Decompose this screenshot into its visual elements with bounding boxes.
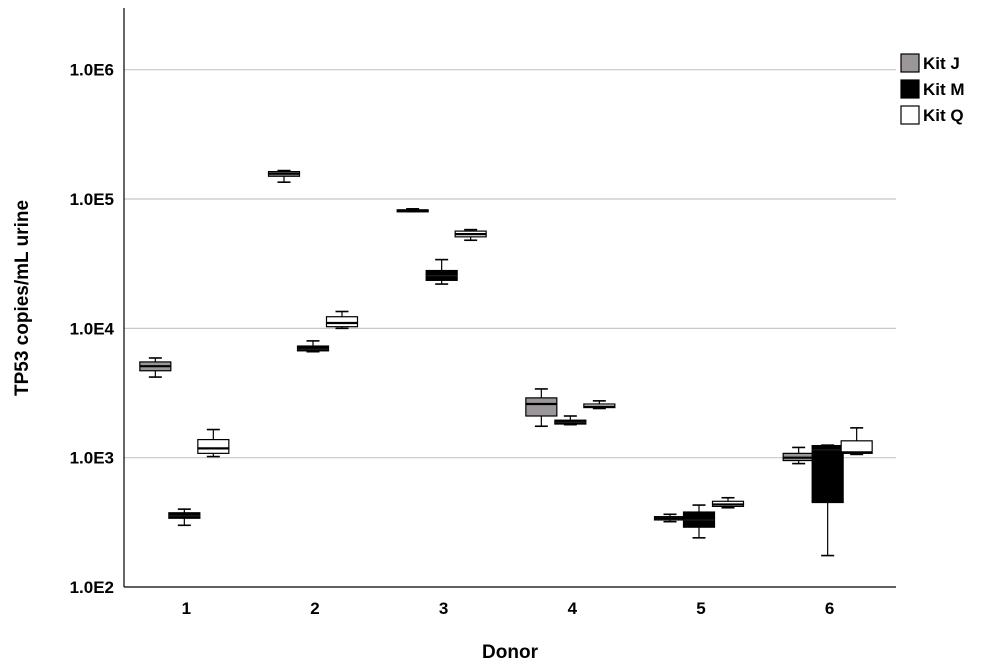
box-series xyxy=(139,169,873,557)
box-kit-j-donor-3 xyxy=(396,208,429,213)
box-kit-q-donor-2 xyxy=(325,310,359,330)
box-iqr xyxy=(197,438,230,454)
y-tick-label: 1.0E4 xyxy=(70,319,115,338)
y-tick-label: 1.0E6 xyxy=(70,61,114,80)
grid-lines xyxy=(124,69,896,459)
x-tick-labels: 1 2 3 4 5 6 xyxy=(182,599,835,618)
box-kit-j-donor-4 xyxy=(525,388,558,428)
box-kit-q-donor-5 xyxy=(711,496,745,509)
x-axis-title: Donor xyxy=(482,642,539,663)
box-iqr xyxy=(168,512,201,519)
legend-swatch-kit-m xyxy=(900,79,920,99)
legend-swatch-kit-q xyxy=(900,105,920,125)
x-tick-label: 5 xyxy=(696,599,705,618)
box-kit-j-donor-5 xyxy=(653,513,687,523)
y-tick-labels: 1.0E2 1.0E3 1.0E4 1.0E5 1.0E6 xyxy=(70,61,115,597)
box-iqr xyxy=(525,397,558,417)
x-tick-label: 4 xyxy=(568,599,578,618)
box-kit-j-donor-1 xyxy=(139,357,172,378)
box-kit-j-donor-6 xyxy=(782,446,815,465)
y-axis-title: TP53 copies/mL urine xyxy=(12,200,33,396)
box-iqr xyxy=(811,444,844,504)
box-iqr xyxy=(425,269,458,281)
box-kit-q-donor-4 xyxy=(583,400,616,410)
box-kit-m-donor-2 xyxy=(296,340,330,353)
legend-label-kit-j: Kit J xyxy=(923,54,960,73)
legend-label-kit-m: Kit M xyxy=(923,80,965,99)
box-kit-q-donor-3 xyxy=(454,228,487,242)
box-kit-m-donor-6 xyxy=(811,444,844,557)
box-kit-q-donor-6 xyxy=(840,427,873,456)
box-iqr xyxy=(554,419,587,425)
x-tick-label: 2 xyxy=(310,599,319,618)
y-tick-label: 1.0E3 xyxy=(70,449,114,468)
box-kit-m-donor-5 xyxy=(682,504,716,539)
x-tick-label: 3 xyxy=(439,599,448,618)
legend: Kit J Kit M Kit Q xyxy=(900,53,965,125)
box-kit-m-donor-1 xyxy=(168,508,201,527)
legend-swatch-kit-j xyxy=(900,53,920,73)
box-iqr xyxy=(682,511,716,528)
axes xyxy=(123,8,896,588)
x-tick-label: 6 xyxy=(825,599,834,618)
box-kit-m-donor-3 xyxy=(425,258,458,285)
x-tick-label: 1 xyxy=(182,599,191,618)
box-kit-m-donor-4 xyxy=(554,415,587,426)
box-kit-j-donor-2 xyxy=(267,169,301,183)
legend-label-kit-q: Kit Q xyxy=(923,106,964,125)
y-tick-label: 1.0E5 xyxy=(70,190,114,209)
y-tick-label: 1.0E2 xyxy=(70,578,114,597)
box-kit-q-donor-1 xyxy=(197,428,230,458)
box-iqr xyxy=(325,316,359,328)
box-iqr xyxy=(296,345,330,352)
